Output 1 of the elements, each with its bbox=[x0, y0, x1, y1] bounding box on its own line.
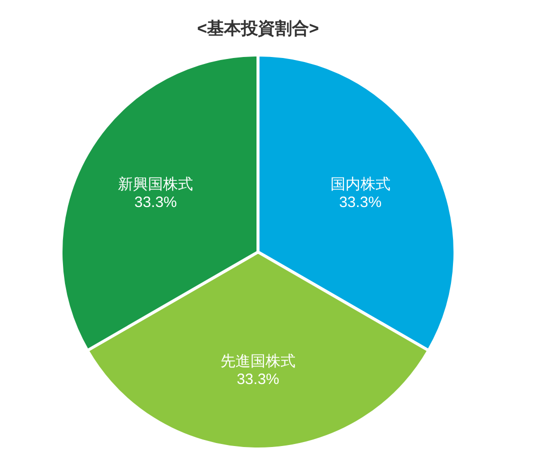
title: <基本投資割合> bbox=[197, 19, 319, 38]
